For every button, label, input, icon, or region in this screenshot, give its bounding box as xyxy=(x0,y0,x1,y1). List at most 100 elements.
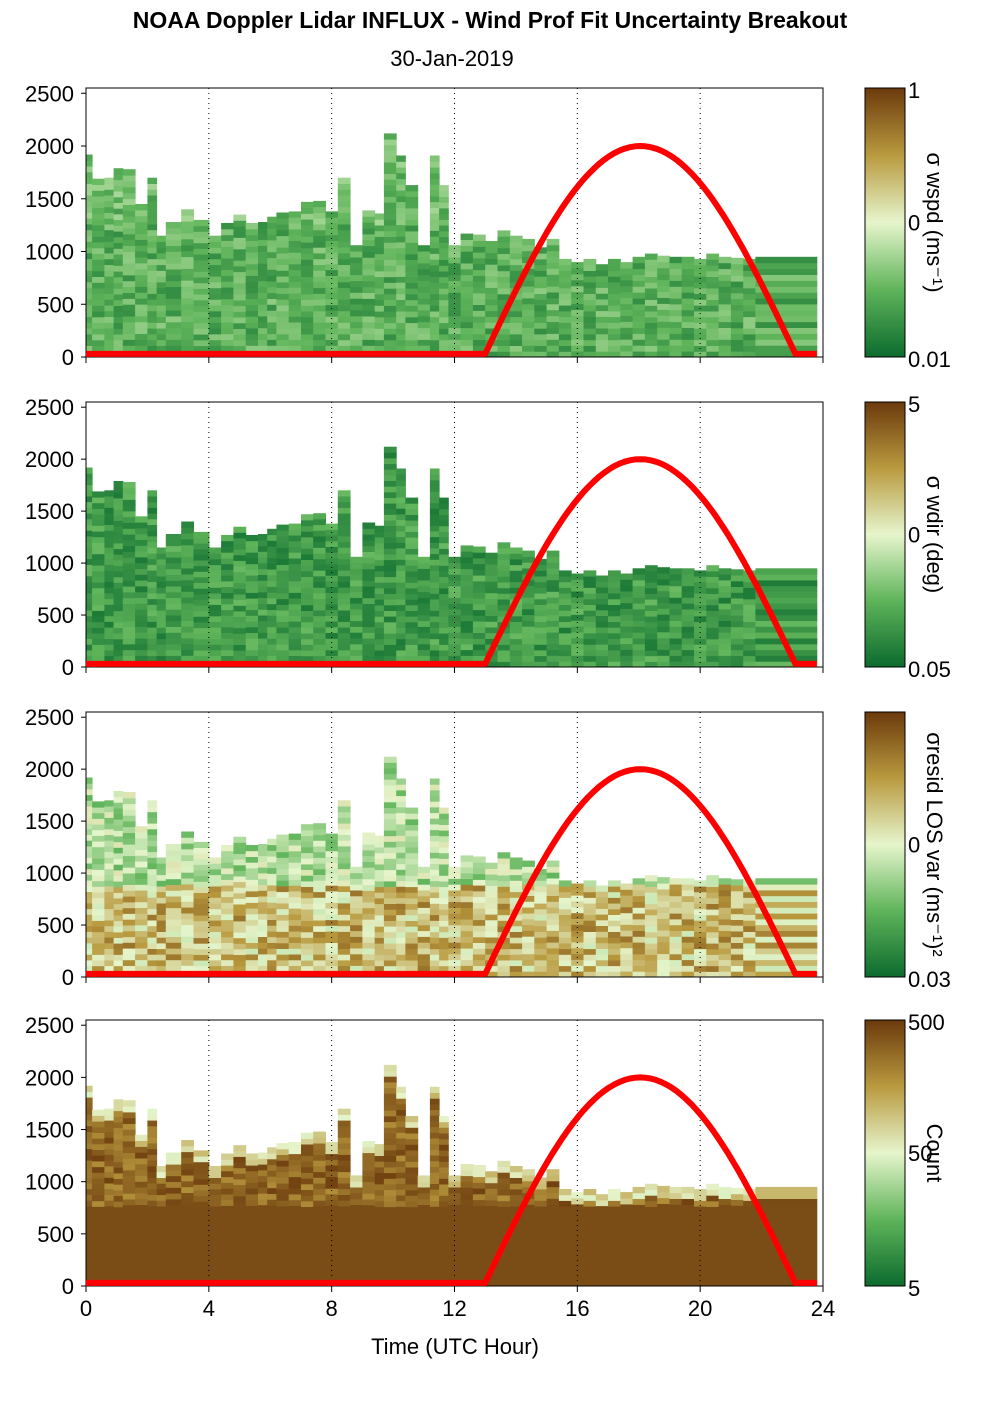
heatmap-cell xyxy=(104,632,115,639)
heatmap-cell xyxy=(181,280,194,287)
heatmap-cell xyxy=(383,1110,397,1117)
heatmap-cell xyxy=(362,855,376,862)
heatmap-cell xyxy=(135,884,148,891)
heatmap-cell xyxy=(86,553,93,560)
heatmap-cell xyxy=(755,924,818,931)
heatmap-cell xyxy=(383,616,397,623)
heatmap-cell xyxy=(86,621,93,628)
heatmap-cell xyxy=(276,593,290,600)
heatmap-cell xyxy=(396,270,406,277)
heatmap-cell xyxy=(122,522,136,529)
heatmap-cell xyxy=(313,581,326,588)
heatmap-cell xyxy=(429,253,440,260)
heatmap-cell xyxy=(460,643,474,651)
heatmap-cell xyxy=(383,452,397,459)
heatmap-cell xyxy=(267,586,277,593)
heatmap-cell xyxy=(193,960,210,967)
heatmap-cell xyxy=(113,1167,124,1174)
heatmap-cell xyxy=(396,784,406,791)
heatmap-cell xyxy=(620,924,634,931)
heatmap-cell xyxy=(583,959,597,967)
heatmap-cell xyxy=(337,1217,351,1224)
heatmap-cell xyxy=(417,1175,431,1182)
heatmap-cell xyxy=(429,1223,440,1230)
heatmap-cell xyxy=(301,334,314,341)
heatmap-cell xyxy=(350,614,363,622)
heatmap-cell xyxy=(681,638,695,645)
heatmap-cell xyxy=(276,281,290,289)
heatmap-cell xyxy=(301,1257,314,1264)
heatmap-cell xyxy=(644,345,658,352)
heatmap-cell xyxy=(325,540,339,547)
heatmap-cell xyxy=(135,568,148,575)
heatmap-cell xyxy=(362,620,376,628)
heatmap-cell xyxy=(743,931,756,938)
heatmap-cell xyxy=(706,914,720,921)
heatmap-cell xyxy=(417,585,431,593)
heatmap-cell xyxy=(706,909,720,916)
heatmap-cell xyxy=(706,276,720,283)
heatmap-cell xyxy=(396,178,406,185)
heatmap-cell xyxy=(122,263,136,270)
heatmap-cell xyxy=(221,931,234,938)
heatmap-cell xyxy=(730,655,744,662)
heatmap-cell xyxy=(104,535,115,543)
heatmap-cell xyxy=(86,473,93,480)
heatmap-cell xyxy=(181,327,194,334)
heatmap-cell xyxy=(208,649,222,657)
heatmap-cell xyxy=(325,1176,339,1183)
heatmap-cell xyxy=(92,880,105,887)
heatmap-cell xyxy=(221,879,234,886)
heatmap-cell xyxy=(730,661,744,668)
heatmap-cell xyxy=(383,1115,397,1123)
heatmap-cell xyxy=(657,924,670,931)
heatmap-cell xyxy=(448,872,462,879)
heatmap-cell xyxy=(104,655,115,662)
heatmap-cell xyxy=(362,849,376,857)
heatmap-cell xyxy=(681,948,695,955)
heatmap-cell xyxy=(221,322,234,329)
heatmap-cell xyxy=(337,575,351,582)
heatmap-cell xyxy=(313,615,326,622)
heatmap-cell xyxy=(396,874,406,882)
heatmap-cell xyxy=(193,537,210,544)
heatmap-cell xyxy=(396,547,406,555)
heatmap-cell xyxy=(301,1206,314,1213)
heatmap-cell xyxy=(405,1257,419,1264)
heatmap-cell xyxy=(730,275,744,282)
heatmap-cell xyxy=(86,1188,93,1195)
heatmap-cell xyxy=(534,942,548,950)
heatmap-cell xyxy=(681,632,695,639)
heatmap-cell xyxy=(429,1189,440,1196)
heatmap-cell xyxy=(165,321,182,329)
heatmap-cell xyxy=(383,463,397,470)
heatmap-cell xyxy=(417,568,431,575)
heatmap-cell xyxy=(439,271,449,278)
heatmap-cell xyxy=(429,581,440,589)
heatmap-cell xyxy=(396,491,406,498)
heatmap-cell xyxy=(165,609,182,616)
heatmap-cell xyxy=(383,508,397,515)
heatmap-cell xyxy=(156,1171,167,1178)
heatmap-cell xyxy=(755,608,818,616)
heatmap-cell xyxy=(681,303,695,311)
heatmap-cell xyxy=(301,242,314,249)
heatmap-cell xyxy=(122,315,136,323)
heatmap-cell xyxy=(313,823,326,830)
heatmap-cell xyxy=(417,959,431,966)
heatmap-cell xyxy=(448,878,462,885)
heatmap-cell xyxy=(396,236,406,243)
heatmap-cell xyxy=(325,269,339,276)
heatmap-cell xyxy=(113,847,124,854)
heatmap-cell xyxy=(135,609,148,616)
heatmap-cell xyxy=(104,530,115,537)
heatmap-cell xyxy=(221,959,234,966)
heatmap-cell xyxy=(325,936,339,943)
heatmap-cell xyxy=(595,351,609,358)
heatmap-cell xyxy=(350,919,363,926)
heatmap-cell xyxy=(193,311,210,318)
heatmap-cell xyxy=(595,339,609,346)
heatmap-cell xyxy=(417,257,431,264)
heatmap-cell xyxy=(383,525,397,532)
heatmap-cell xyxy=(258,1216,268,1223)
